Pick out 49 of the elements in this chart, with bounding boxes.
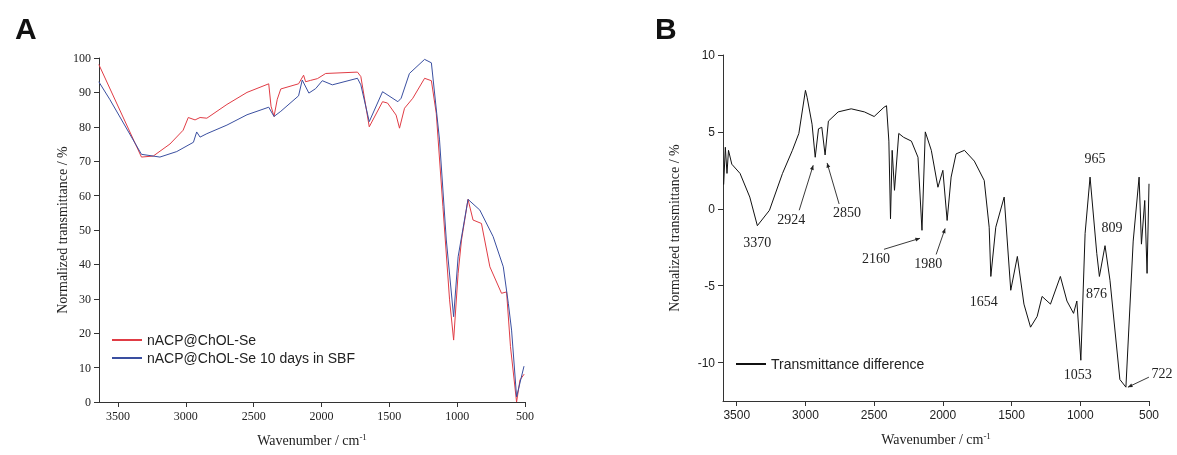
annotation: 2924	[777, 211, 806, 227]
y-tick-label: 60	[79, 188, 91, 203]
x-tick-label: 3000	[173, 409, 198, 423]
y-tick-label: 80	[79, 119, 91, 134]
x-tick-label: 500	[1138, 408, 1160, 422]
y-axis-title: Normalized transmittance / %	[54, 145, 70, 314]
y-tick-label: 70	[79, 154, 91, 169]
x-tick-label: 2500	[860, 408, 888, 422]
x-tick-label: 1500	[377, 409, 402, 423]
annotation: 3370	[743, 235, 772, 251]
line-series	[723, 89, 1150, 388]
legend-label: Transmittance difference	[771, 356, 925, 372]
annotation: 722	[1151, 365, 1173, 381]
x-tick-label: 500	[516, 409, 534, 423]
x-tick-label: 1000	[445, 409, 470, 423]
x-tick-label: 2000	[929, 408, 957, 422]
annotation: 876	[1085, 285, 1107, 301]
annotation: 809	[1101, 220, 1123, 236]
legend-label: nACP@ChOL-Se 10 days in SBF	[147, 350, 355, 366]
legend-label: nACP@ChOL-Se	[147, 332, 257, 348]
y-tick-label: 5	[708, 124, 716, 139]
x-tick-label: 3000	[792, 408, 820, 422]
annotation: 965	[1084, 150, 1106, 166]
annotation: 1053	[1063, 366, 1092, 382]
x-tick-label: 3500	[723, 408, 751, 422]
chart-title: A	[15, 11, 37, 45]
x-tick-label: 1500	[998, 408, 1026, 422]
y-tick-label: -10	[697, 355, 716, 370]
y-tick-label: -5	[704, 278, 716, 293]
y-tick-label: 0	[85, 395, 91, 409]
y-tick-label: 30	[79, 291, 91, 306]
annotation: 1980	[914, 255, 943, 271]
x-tick-label: 2500	[241, 409, 266, 423]
x-tick-label: 3500	[105, 409, 130, 423]
y-tick-label: 100	[73, 51, 91, 65]
y-tick-label: 10	[79, 360, 91, 375]
y-tick-label: 50	[79, 223, 91, 237]
annotation: 1654	[969, 293, 998, 309]
y-tick-label: 40	[79, 257, 91, 272]
y-tick-label: 10	[701, 48, 716, 62]
x-tick-label: 2000	[309, 409, 334, 423]
y-tick-label: 20	[79, 326, 91, 341]
chart-title: B	[655, 11, 677, 45]
y-axis-title: Normalized transmittance / %	[666, 143, 682, 312]
annotation: 2160	[861, 250, 890, 266]
y-tick-label: 90	[79, 85, 91, 100]
x-tick-label: 1000	[1066, 408, 1094, 422]
annotation: 2850	[833, 205, 862, 221]
y-tick-label: 0	[708, 201, 716, 216]
